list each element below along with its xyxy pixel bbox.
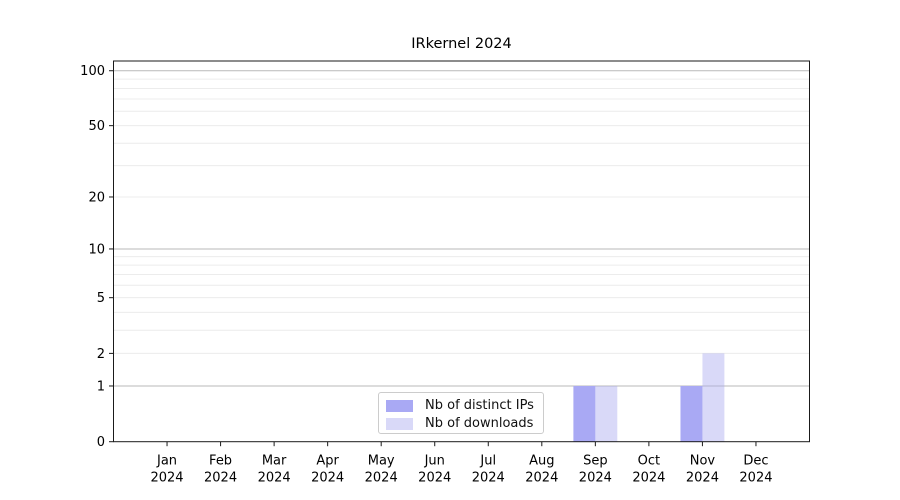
- x-tick-label-year: 2024: [204, 471, 237, 486]
- x-tick-label-month: Jun: [424, 454, 445, 469]
- x-tick-label-year: 2024: [365, 471, 398, 486]
- x-tick-label-month: Feb: [209, 454, 232, 469]
- x-tick-label-month: Jan: [156, 454, 177, 469]
- legend-swatch-distinct-ips: [386, 400, 413, 412]
- x-tick-label-month: Aug: [529, 454, 554, 469]
- y-tick-label: 2: [97, 347, 105, 362]
- y-tick-label: 0: [97, 435, 105, 450]
- x-tick-label-year: 2024: [418, 471, 451, 486]
- chart-title: IRkernel 2024: [411, 36, 512, 52]
- bar-distinct-ips: [573, 385, 596, 442]
- legend-label-downloads: Nb of downloads: [425, 416, 534, 431]
- y-tick-label: 5: [97, 291, 105, 306]
- x-tick-label-month: Mar: [262, 454, 287, 469]
- x-tick-label-year: 2024: [150, 471, 183, 486]
- y-tick-label: 100: [80, 64, 105, 79]
- x-tick-label-year: 2024: [632, 471, 665, 486]
- x-tick-label-month: Nov: [690, 454, 716, 469]
- y-tick-label: 10: [88, 242, 105, 257]
- plot-frame: [113, 60, 810, 443]
- y-tick-label: 1: [97, 379, 105, 394]
- y-tick-label: 50: [88, 119, 105, 134]
- x-tick-label-month: Apr: [316, 454, 339, 469]
- x-tick-label-month: Jul: [479, 454, 496, 469]
- legend-item-distinct-ips: Nb of distinct IPs: [386, 398, 543, 414]
- x-tick-label-month: Dec: [743, 454, 768, 469]
- legend-swatch-downloads: [386, 418, 413, 430]
- bar-downloads: [595, 385, 618, 442]
- legend: Nb of distinct IPs Nb of downloads: [378, 392, 544, 434]
- x-tick-label-year: 2024: [739, 471, 772, 486]
- legend-item-downloads: Nb of downloads: [386, 416, 543, 432]
- x-tick-label-year: 2024: [686, 471, 719, 486]
- x-tick-label-year: 2024: [258, 471, 291, 486]
- x-tick-label-year: 2024: [525, 471, 558, 486]
- bar-distinct-ips: [680, 385, 703, 442]
- x-tick-label-year: 2024: [472, 471, 505, 486]
- bar-downloads: [702, 353, 725, 442]
- legend-label-distinct-ips: Nb of distinct IPs: [425, 398, 534, 413]
- x-tick-label-year: 2024: [311, 471, 344, 486]
- x-tick-label-month: Sep: [583, 454, 608, 469]
- y-tick-label: 20: [88, 190, 105, 205]
- x-tick-label-month: Oct: [638, 454, 660, 469]
- x-tick-label-year: 2024: [579, 471, 612, 486]
- x-tick-label-month: May: [368, 454, 395, 469]
